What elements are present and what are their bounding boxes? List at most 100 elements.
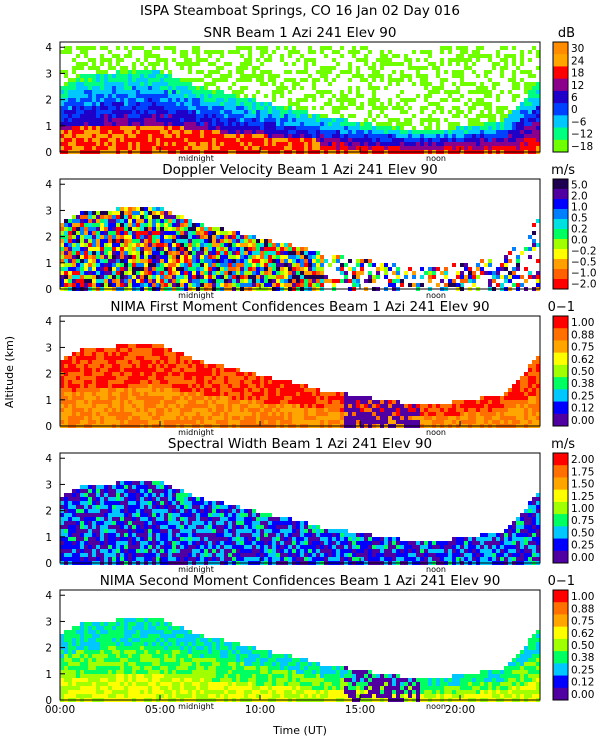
heatmap-cell: [204, 388, 208, 392]
heatmap-cell: [304, 283, 308, 287]
heatmap-cell: [64, 239, 68, 243]
heatmap-cell: [116, 392, 120, 396]
heatmap-cell: [348, 146, 352, 150]
heatmap-cell: [240, 106, 244, 110]
heatmap-cell: [292, 271, 296, 275]
heatmap-cell: [84, 404, 88, 408]
heatmap-cell: [120, 247, 124, 251]
heatmap-cell: [116, 54, 120, 58]
heatmap-cell: [420, 283, 424, 287]
heatmap-cell: [392, 106, 396, 110]
heatmap-cell: [180, 94, 184, 98]
heatmap-cell: [424, 118, 428, 122]
heatmap-cell: [160, 211, 164, 215]
heatmap-cell: [68, 247, 72, 251]
heatmap-cell: [412, 130, 416, 134]
heatmap-cell: [236, 46, 240, 50]
heatmap-cell: [96, 259, 100, 263]
heatmap-cell: [132, 110, 136, 114]
heatmap-cell: [292, 263, 296, 267]
heatmap-cell: [348, 90, 352, 94]
heatmap-cell: [160, 138, 164, 142]
heatmap-cell: [272, 110, 276, 114]
heatmap-cell: [124, 271, 128, 275]
heatmap-cell: [108, 62, 112, 66]
heatmap-cell: [208, 267, 212, 271]
heatmap-cell: [140, 74, 144, 78]
heatmap-cell: [316, 126, 320, 130]
heatmap-cell: [228, 384, 232, 388]
heatmap-cell: [204, 275, 208, 279]
heatmap-cell: [116, 223, 120, 227]
heatmap-cell: [212, 142, 216, 146]
heatmap-cell: [508, 126, 512, 130]
heatmap-cell: [116, 106, 120, 110]
heatmap-cell: [148, 110, 152, 114]
heatmap-cell: [248, 243, 252, 247]
heatmap-cell: [116, 82, 120, 86]
heatmap-cell: [452, 279, 456, 283]
heatmap-cell: [196, 420, 200, 424]
heatmap-cell: [104, 267, 108, 271]
heatmap-cell: [524, 134, 528, 138]
heatmap-cell: [508, 138, 512, 142]
heatmap-cell: [172, 368, 176, 372]
heatmap-cell: [144, 50, 148, 54]
heatmap-cell: [188, 86, 192, 90]
heatmap-cell: [400, 70, 404, 74]
heatmap-cell: [160, 130, 164, 134]
heatmap-cell: [276, 138, 280, 142]
heatmap-cell: [132, 235, 136, 239]
heatmap-cell: [180, 78, 184, 82]
heatmap-cell: [248, 271, 252, 275]
heatmap-cell: [252, 146, 256, 150]
heatmap-cell: [188, 94, 192, 98]
heatmap-cell: [228, 380, 232, 384]
heatmap-cell: [348, 78, 352, 82]
heatmap-cell: [216, 416, 220, 420]
heatmap-cell: [84, 243, 88, 247]
heatmap-cell: [192, 231, 196, 235]
heatmap-cell: [280, 255, 284, 259]
heatmap-cell: [168, 420, 172, 424]
heatmap-cell: [120, 344, 124, 348]
heatmap-cell: [508, 259, 512, 263]
heatmap-cell: [116, 70, 120, 74]
heatmap-cell: [128, 267, 132, 271]
heatmap-cell: [268, 130, 272, 134]
heatmap-cell: [360, 102, 364, 106]
heatmap-cell: [208, 106, 212, 110]
heatmap-cell: [512, 134, 516, 138]
heatmap-cell: [488, 58, 492, 62]
heatmap-cell: [92, 259, 96, 263]
heatmap-cell: [120, 267, 124, 271]
heatmap-cell: [112, 126, 116, 130]
heatmap-cell: [120, 392, 124, 396]
heatmap-cell: [232, 114, 236, 118]
heatmap-cell: [176, 134, 180, 138]
heatmap-cell: [252, 239, 256, 243]
heatmap-cell: [68, 283, 72, 287]
heatmap-cell: [88, 86, 92, 90]
heatmap-cell: [192, 126, 196, 130]
heatmap-cell: [80, 279, 84, 283]
heatmap-cell: [176, 259, 180, 263]
heatmap-cell: [60, 118, 64, 122]
heatmap-cell: [440, 279, 444, 283]
heatmap-cell: [172, 118, 176, 122]
heatmap-cell: [144, 392, 148, 396]
heatmap-cell: [244, 46, 248, 50]
heatmap-cell: [144, 404, 148, 408]
heatmap-cell: [260, 416, 264, 420]
heatmap-cell: [508, 134, 512, 138]
heatmap-cell: [80, 388, 84, 392]
heatmap-cell: [60, 279, 64, 283]
heatmap-cell: [92, 90, 96, 94]
heatmap-cell: [180, 102, 184, 106]
heatmap-cell: [240, 372, 244, 376]
heatmap-cell: [308, 412, 312, 416]
heatmap-cell: [204, 376, 208, 380]
heatmap-cell: [112, 376, 116, 380]
heatmap-cell: [108, 126, 112, 130]
colorbar-swatch: [553, 179, 568, 190]
